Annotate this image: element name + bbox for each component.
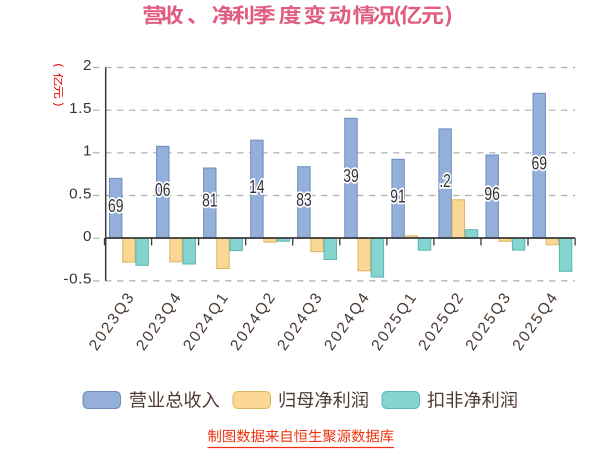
svg-text:81: 81 xyxy=(202,191,217,211)
svg-text:39: 39 xyxy=(343,166,358,186)
svg-text:0.5: 0.5 xyxy=(69,185,92,202)
svg-text:2024Q4: 2024Q4 xyxy=(321,289,374,354)
svg-text:.2: .2 xyxy=(439,171,451,191)
svg-text:2025Q4: 2025Q4 xyxy=(509,289,562,354)
svg-text:0: 0 xyxy=(83,228,92,245)
svg-text:91: 91 xyxy=(390,187,405,207)
svg-text:2: 2 xyxy=(83,57,92,74)
svg-text:83: 83 xyxy=(296,190,311,210)
svg-text:2024Q2: 2024Q2 xyxy=(227,289,280,354)
svg-text:69: 69 xyxy=(532,154,547,174)
svg-text:14: 14 xyxy=(249,177,264,197)
svg-text:69: 69 xyxy=(108,196,123,216)
svg-text:2025Q1: 2025Q1 xyxy=(368,289,421,354)
svg-text:2023Q3: 2023Q3 xyxy=(86,289,139,354)
svg-text:2025Q3: 2025Q3 xyxy=(462,289,515,354)
svg-text:1.5: 1.5 xyxy=(69,100,92,117)
svg-text:06: 06 xyxy=(155,180,170,200)
svg-text:-0.5: -0.5 xyxy=(63,271,92,288)
svg-text:2024Q3: 2024Q3 xyxy=(274,289,327,354)
svg-text:2024Q1: 2024Q1 xyxy=(180,289,233,354)
svg-text:2025Q2: 2025Q2 xyxy=(415,289,468,354)
svg-text:1: 1 xyxy=(83,143,92,160)
svg-text:96: 96 xyxy=(484,184,499,204)
svg-text:2023Q4: 2023Q4 xyxy=(133,289,186,354)
